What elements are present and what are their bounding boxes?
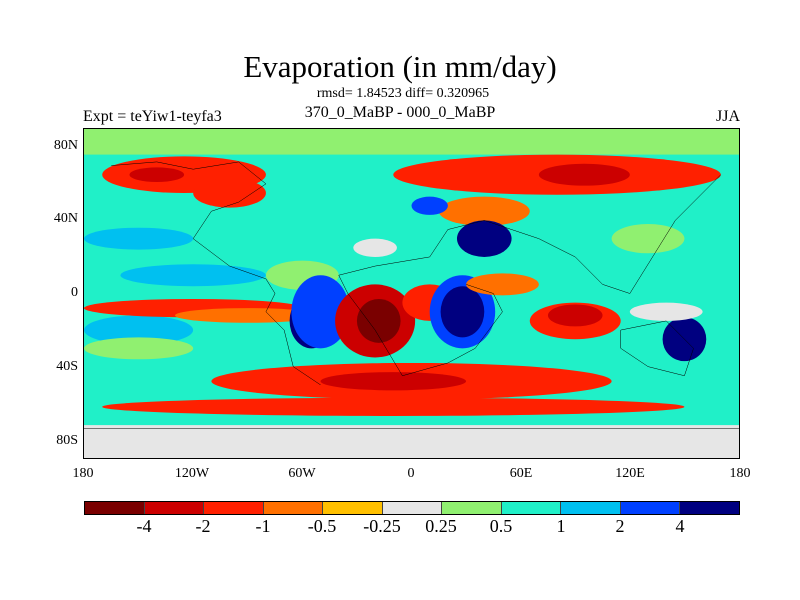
evaporation-field	[84, 129, 739, 458]
x-tick-label: 60E	[509, 466, 533, 481]
colorbar-label: -4	[136, 516, 152, 536]
colorbar-label: 0.5	[489, 516, 513, 536]
x-tick-label: 60W	[288, 466, 316, 481]
x-tick-label: 180	[72, 466, 94, 481]
y-tick-label: 80S	[56, 433, 78, 448]
field-region	[411, 196, 448, 215]
experiment-label: Expt = teYiw1-teyfa3	[83, 108, 222, 125]
field-region	[547, 304, 603, 327]
colorbar-label: 2	[615, 516, 625, 536]
colorbar-swatch	[85, 502, 145, 514]
field-region	[538, 163, 630, 186]
map-panel	[83, 128, 740, 459]
colorbar-swatch	[442, 502, 502, 514]
x-tick-label: 120E	[615, 466, 645, 481]
colorbar-swatch	[263, 502, 324, 514]
field-region	[438, 196, 530, 226]
field-region	[291, 275, 350, 349]
field-region	[84, 425, 739, 458]
x-tick-label: 120W	[174, 466, 210, 481]
colorbar	[84, 501, 740, 515]
field-region	[84, 337, 194, 360]
field-region	[174, 308, 321, 323]
plot-title: Evaporation (in mm/day)	[243, 49, 557, 84]
field-region	[353, 238, 397, 257]
plot-subtitle: 370_0_MaBP - 000_0_MaBP	[304, 104, 496, 121]
y-tick-label: 40S	[56, 359, 78, 374]
colorbar-label: 1	[556, 516, 566, 536]
y-tick-label: 80N	[53, 138, 78, 153]
field-region	[320, 372, 467, 391]
field-region	[629, 302, 703, 321]
field-region	[456, 220, 512, 257]
colorbar-swatch	[561, 502, 621, 514]
coastline	[348, 284, 503, 375]
y-tick-label: 40N	[53, 211, 78, 226]
colorbar-swatch	[204, 502, 264, 514]
x-tick-label: 0	[407, 466, 415, 481]
field-region	[440, 286, 485, 338]
field-region	[84, 227, 194, 250]
coastline	[621, 321, 694, 376]
field-region	[193, 178, 266, 208]
field-region	[466, 273, 539, 296]
season-label: JJA	[715, 108, 740, 125]
field-region	[611, 224, 685, 254]
colorbar-swatch	[144, 502, 205, 514]
field-region	[102, 397, 685, 416]
colorbar-label: 0.25	[425, 516, 457, 536]
colorbar-swatch	[382, 502, 443, 514]
x-tick-label: 180	[729, 466, 751, 481]
coastline	[111, 162, 320, 385]
colorbar-label: -1	[255, 516, 271, 536]
field-region	[84, 129, 739, 155]
colorbar-swatch	[680, 502, 740, 514]
coastline	[339, 175, 721, 294]
colorbar-label: -0.5	[307, 516, 337, 536]
colorbar-label: -2	[195, 516, 211, 536]
field-region	[129, 167, 185, 183]
field-region	[356, 298, 401, 343]
colorbar-swatch	[501, 502, 562, 514]
field-region	[120, 264, 266, 287]
colorbar-swatch	[323, 502, 383, 514]
colorbar-label: -0.25	[363, 516, 401, 536]
colorbar-swatch	[620, 502, 681, 514]
y-tick-label: 0	[71, 285, 78, 300]
colorbar-label: 4	[675, 516, 685, 536]
stats-line: rmsd= 1.84523 diff= 0.320965	[316, 86, 490, 101]
field-region	[84, 315, 194, 345]
